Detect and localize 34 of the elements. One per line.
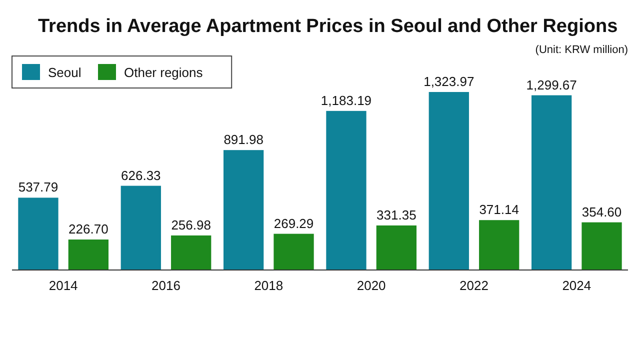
bar <box>120 186 161 270</box>
data-label: 354.60 <box>582 204 622 220</box>
bar <box>274 234 314 270</box>
data-label: 1,299.67 <box>526 77 577 92</box>
data-label: 537.79 <box>18 180 58 195</box>
x-tick-label: 2018 <box>254 278 284 293</box>
chart-subtitle: (Unit: KRW million) <box>535 44 628 56</box>
legend-label: Other regions <box>124 65 204 80</box>
data-label: 331.35 <box>376 207 416 222</box>
bar <box>18 198 58 270</box>
bar <box>582 222 622 270</box>
x-tick-label: 2024 <box>562 278 592 293</box>
bar <box>326 110 366 270</box>
bar <box>531 95 572 270</box>
x-tick-label: 2014 <box>48 278 78 293</box>
data-label: 626.33 <box>121 168 161 183</box>
data-label: 226.70 <box>68 222 108 237</box>
chart-title: Trends in Average Apartment Prices in Seoul and Other Regions <box>38 16 618 37</box>
legend-label: Seoul <box>48 65 82 80</box>
data-label: 256.98 <box>171 217 211 232</box>
data-label: 1,183.19 <box>320 92 372 108</box>
data-label: 371.14 <box>479 202 519 218</box>
x-tick-label: 2016 <box>152 278 180 293</box>
x-tick-label: 2020 <box>356 278 386 293</box>
x-tick-label: 2022 <box>460 278 488 293</box>
bar <box>376 225 417 270</box>
bar <box>223 150 264 270</box>
bar <box>171 235 212 270</box>
bar <box>428 92 469 270</box>
bar <box>68 240 109 270</box>
data-label: 891.98 <box>224 132 264 148</box>
data-label: 1,323.97 <box>424 74 474 89</box>
bar <box>479 220 520 270</box>
data-label: 269.29 <box>274 216 314 231</box>
